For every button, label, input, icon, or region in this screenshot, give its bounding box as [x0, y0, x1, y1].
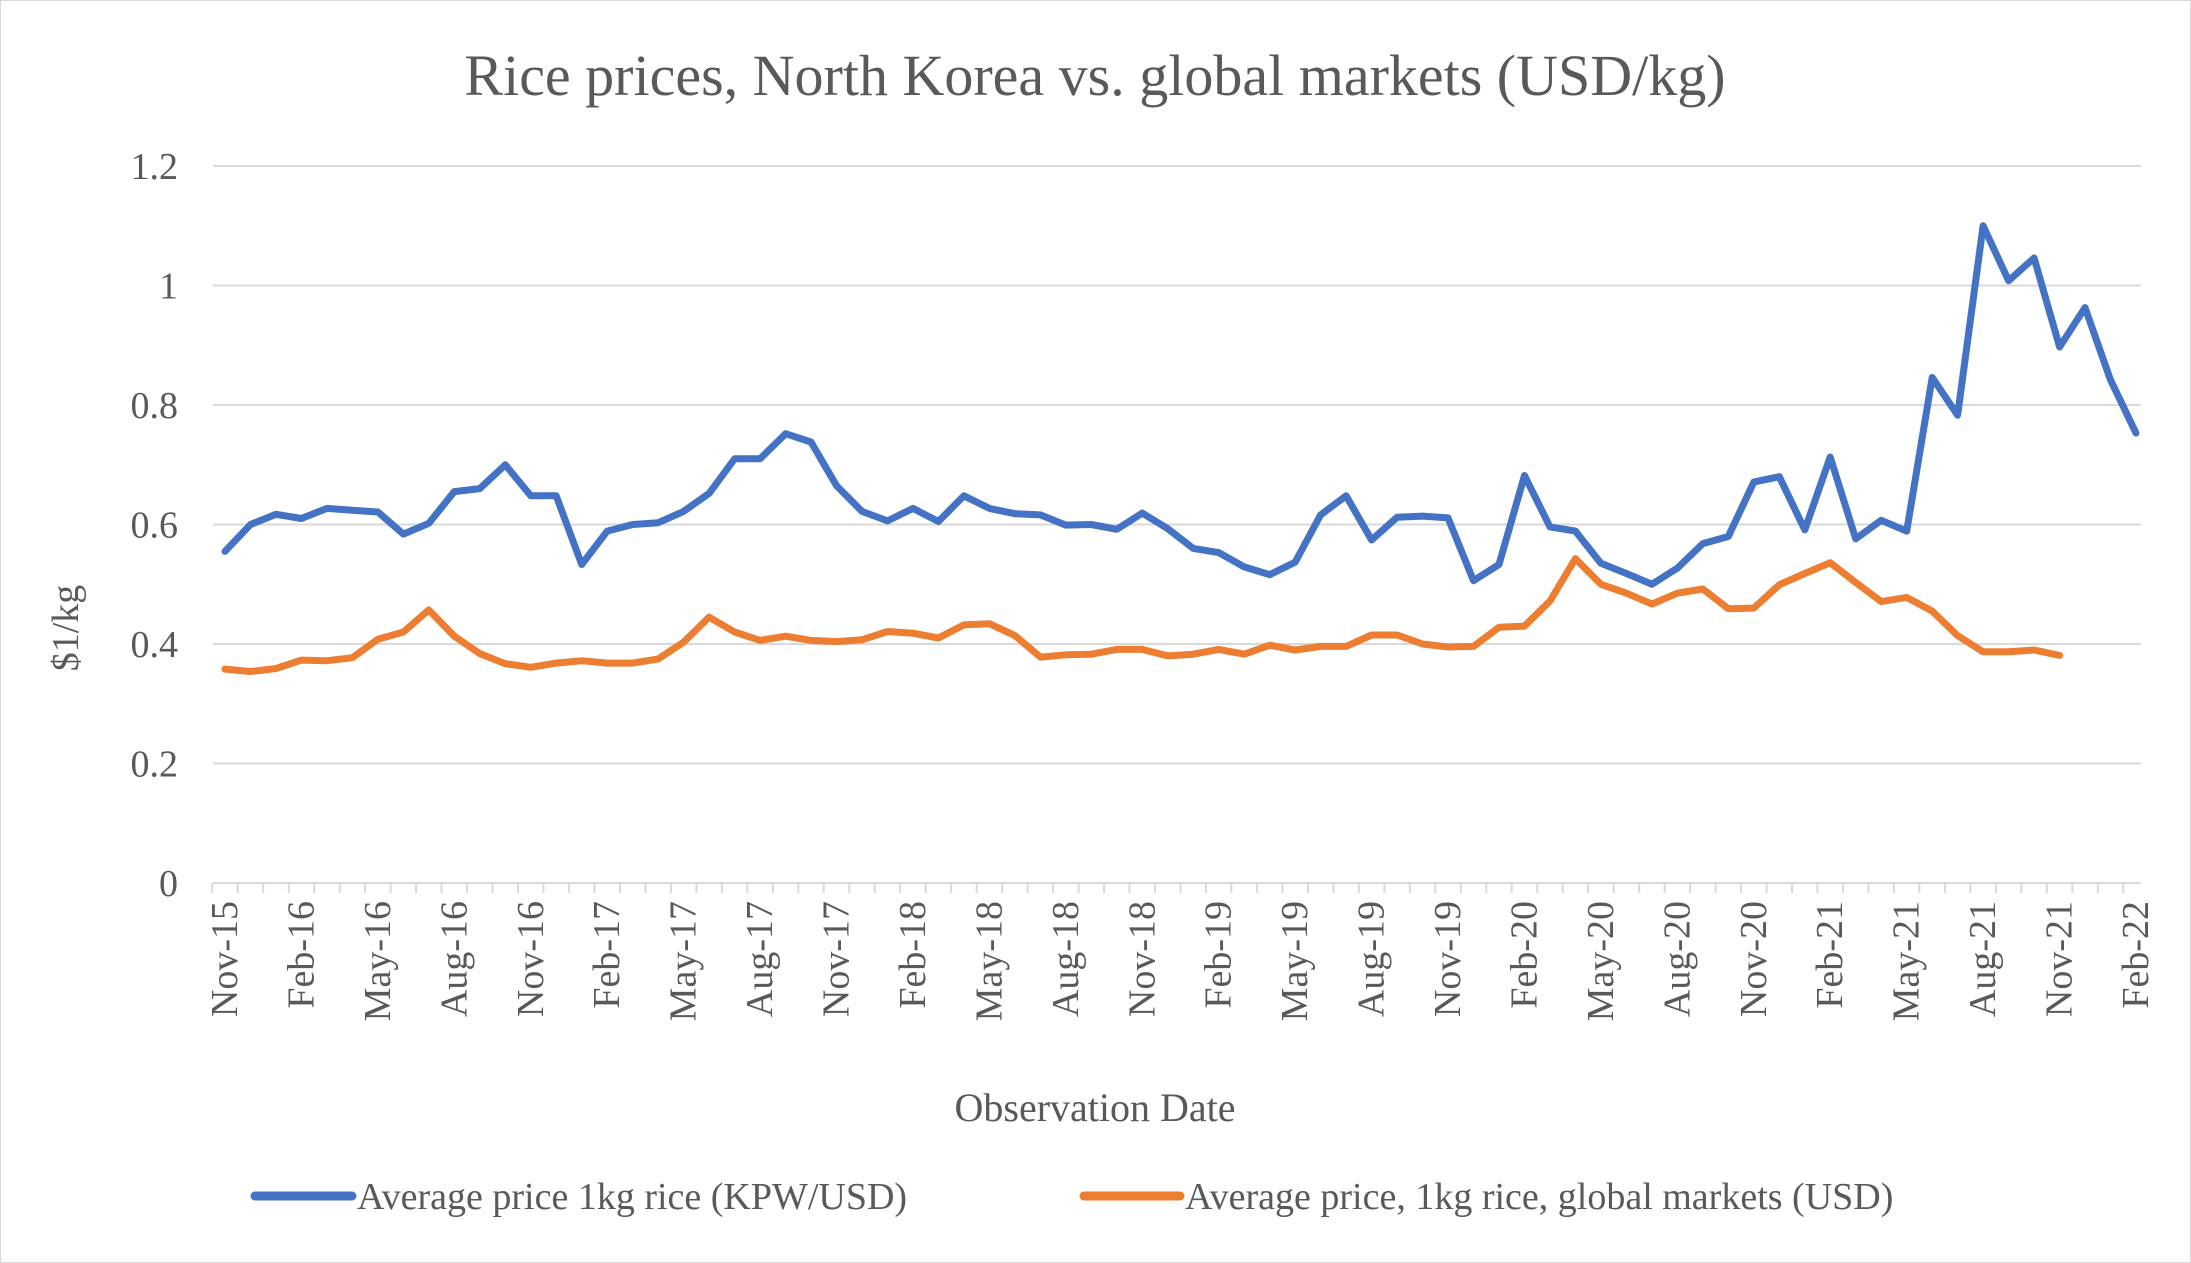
x-tick-label: Aug-18: [1045, 901, 1087, 1017]
legend-label-global: Average price, 1kg rice, global markets …: [1185, 1176, 1893, 1218]
x-tick-label: Feb-20: [1503, 901, 1545, 1009]
x-axis-label: Observation Date: [954, 1085, 1235, 1130]
x-tick-label: Aug-16: [433, 901, 475, 1017]
y-tick-label: 0.6: [131, 505, 179, 547]
x-tick-label: Nov-19: [1427, 901, 1469, 1017]
y-tick-label: 0: [159, 863, 178, 905]
x-tick-label: Feb-19: [1198, 901, 1240, 1009]
x-tick-label: Nov-15: [204, 901, 246, 1017]
x-tick-label: Feb-17: [586, 901, 628, 1009]
series-lines: [221, 222, 2140, 675]
gridlines: [213, 165, 2141, 765]
x-tick-label: Aug-17: [739, 901, 781, 1017]
legend: Average price 1kg rice (KPW/USD) Average…: [250, 1176, 1893, 1218]
x-tick-label: Aug-20: [1656, 901, 1698, 1017]
x-tick-label: Nov-18: [1121, 901, 1163, 1017]
x-axis-tick-marks: [211, 883, 2125, 893]
y-axis-ticks: 0 0.2 0.4 0.6 0.8 1 1.2: [131, 146, 179, 905]
y-tick-label: 0.4: [131, 624, 179, 666]
x-tick-label: Aug-19: [1351, 901, 1393, 1017]
x-tick-label: Aug-21: [1962, 901, 2004, 1017]
series-line-1: [221, 555, 2064, 675]
x-tick-label: Feb-16: [280, 901, 322, 1009]
x-tick-label: May-17: [663, 901, 705, 1021]
x-tick-label: Feb-21: [1809, 901, 1851, 1009]
x-tick-label: Nov-16: [510, 901, 552, 1017]
x-tick-label: May-16: [357, 901, 399, 1021]
x-tick-label: May-20: [1580, 901, 1622, 1021]
chart-title: Rice prices, North Korea vs. global mark…: [464, 43, 1725, 108]
x-tick-label: Nov-17: [816, 901, 858, 1017]
y-axis-label: $1/kg: [45, 585, 87, 672]
x-tick-label: May-21: [1886, 901, 1928, 1021]
x-tick-label: Feb-22: [2115, 901, 2157, 1009]
y-tick-label: 1: [159, 266, 178, 308]
series-line-0: [221, 222, 2140, 588]
x-tick-label: Feb-18: [892, 901, 934, 1009]
y-tick-label: 0.8: [131, 385, 179, 427]
x-axis-ticks: Nov-15 Feb-16 May-16 Aug-16 Nov-16 Feb-17 May-…: [204, 901, 2157, 1021]
x-tick-label: May-19: [1274, 901, 1316, 1021]
x-tick-label: Nov-21: [2039, 901, 2081, 1017]
x-tick-label: Nov-20: [1733, 901, 1775, 1017]
legend-label-nk: Average price 1kg rice (KPW/USD): [357, 1176, 907, 1218]
x-tick-label: May-18: [968, 901, 1010, 1021]
y-tick-label: 1.2: [131, 146, 179, 188]
y-tick-label: 0.2: [131, 744, 179, 786]
